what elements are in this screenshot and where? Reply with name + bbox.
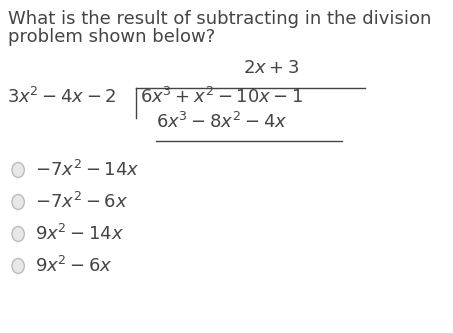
Text: problem shown below?: problem shown below?	[8, 28, 216, 46]
Circle shape	[12, 163, 24, 177]
Text: What is the result of subtracting in the division: What is the result of subtracting in the…	[8, 10, 432, 28]
Circle shape	[12, 194, 24, 209]
Text: $2x + 3$: $2x + 3$	[243, 59, 299, 77]
Circle shape	[12, 258, 24, 273]
Text: $6x^3 - 8x^2 - 4x$: $6x^3 - 8x^2 - 4x$	[156, 112, 288, 132]
Text: $3x^2-4x-2$: $3x^2-4x-2$	[7, 87, 116, 107]
Text: $9x^2 - 6x$: $9x^2 - 6x$	[35, 256, 113, 276]
Text: $6x^3 + x^2 - 10x - 1$: $6x^3 + x^2 - 10x - 1$	[140, 87, 303, 107]
Text: $9x^2 - 14x$: $9x^2 - 14x$	[35, 224, 125, 244]
Circle shape	[12, 226, 24, 241]
Text: $-7x^2 - 6x$: $-7x^2 - 6x$	[35, 192, 128, 212]
Text: $-7x^2 - 14x$: $-7x^2 - 14x$	[35, 160, 140, 180]
